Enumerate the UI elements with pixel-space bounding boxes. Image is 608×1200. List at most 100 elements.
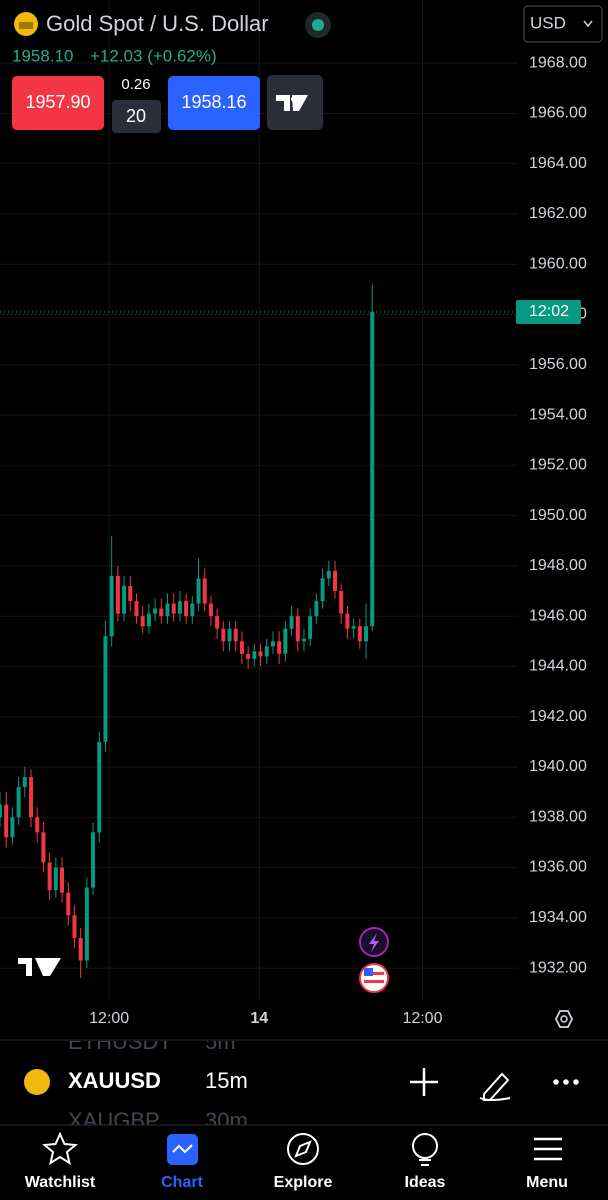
candle-body — [184, 601, 189, 617]
candle-body — [153, 608, 158, 614]
nav-label[interactable]: Ideas — [405, 1174, 446, 1191]
candle-body — [97, 741, 102, 833]
candle-body — [103, 636, 108, 742]
candle-body — [0, 804, 2, 818]
candle-body — [78, 937, 83, 961]
y-tick-label: 1934.00 — [529, 909, 587, 926]
candle-body — [171, 603, 176, 614]
candle-body — [41, 832, 46, 863]
icon-detail — [19, 22, 33, 29]
flag-canton — [364, 968, 373, 976]
sell-button[interactable] — [12, 76, 104, 130]
price-label-box — [516, 299, 581, 324]
candle-body — [196, 578, 201, 604]
candle-body — [277, 641, 282, 654]
nav-bar: Watchlist Chart Explore Ideas Menu — [25, 1174, 568, 1191]
candle-body — [22, 777, 27, 788]
y-tick-label: 1932.00 — [529, 959, 587, 976]
candle-body — [221, 628, 226, 642]
candle-body — [177, 601, 182, 614]
chart-icon-line — [172, 1144, 193, 1154]
nav-label[interactable]: Menu — [526, 1174, 568, 1191]
x-tick-label: 14 — [250, 1010, 268, 1027]
symbol-icon — [14, 12, 38, 36]
y-tick-label: 1944.00 — [529, 658, 587, 675]
explore-icon — [287, 1133, 319, 1165]
menu-icon — [534, 1137, 562, 1161]
candle-body — [128, 585, 133, 602]
candle-body — [326, 570, 331, 579]
candle-body — [208, 603, 213, 617]
candle-body — [190, 603, 195, 617]
candle-body — [35, 817, 40, 833]
more-button[interactable] — [553, 1079, 579, 1085]
logo — [276, 95, 308, 111]
interval[interactable]: 15m — [205, 1068, 248, 1093]
candle-body — [72, 915, 77, 938]
buy-price: 1958.16 — [181, 92, 246, 112]
symbol-icon — [24, 1069, 50, 1095]
explore-needle — [294, 1140, 312, 1158]
title: Gold Spot / U.S. Dollar — [46, 11, 269, 36]
candle-body — [289, 616, 294, 629]
y-tick-label: 1966.00 — [529, 105, 587, 122]
y-tick-label: 1968.00 — [529, 54, 587, 71]
ideas-icon — [412, 1133, 438, 1159]
quantity-box[interactable] — [112, 100, 161, 133]
candle-body — [258, 651, 263, 657]
candle-body — [270, 641, 275, 647]
watchlist-icon — [41, 1131, 79, 1166]
y-tick-label: 1950.00 — [529, 507, 587, 524]
y-tick-label: 1946.00 — [529, 607, 587, 624]
candle-body — [16, 787, 21, 818]
candle-body — [233, 628, 238, 642]
countdown: 12:02 — [529, 303, 569, 320]
last-price: 1958.10 — [12, 46, 73, 65]
candle-body — [159, 608, 164, 617]
candle-body — [60, 867, 65, 893]
next-symbol: XAUGBP — [68, 1108, 160, 1133]
candle-body — [66, 892, 71, 916]
add-button[interactable] — [410, 1068, 438, 1096]
y-tick-label: 1952.00 — [529, 457, 587, 474]
y-tick-label: 1942.00 — [529, 708, 587, 725]
candle-body — [215, 616, 220, 629]
quantity: 20 — [126, 106, 146, 126]
candle-body — [84, 887, 89, 961]
buy-button[interactable] — [168, 76, 260, 130]
candle-body — [332, 570, 337, 592]
chevron — [583, 20, 593, 28]
prev-interval: 5m — [205, 1029, 236, 1054]
settings-icon[interactable] — [554, 1010, 574, 1028]
candle-body — [115, 575, 120, 614]
candle-body — [246, 653, 251, 659]
candle-body — [345, 613, 350, 629]
prev-symbol: ETHUSDT — [68, 1029, 172, 1054]
candle-body — [53, 867, 58, 891]
next-interval: 30m — [205, 1108, 248, 1133]
candle-body — [351, 626, 356, 629]
candle-body — [29, 777, 34, 818]
symbol[interactable]: XAUUSD — [68, 1068, 161, 1093]
currency-select[interactable] — [523, 5, 603, 43]
nav-label[interactable]: Chart — [161, 1174, 203, 1191]
nav-label[interactable]: Explore — [274, 1174, 333, 1191]
y-tick-label: 1964.00 — [529, 155, 587, 172]
y-tick-label: 1960.00 — [529, 255, 587, 272]
draw-button[interactable] — [479, 1072, 511, 1101]
candle-body — [308, 616, 313, 639]
time-axis: 12:00 14 12:00 — [89, 1010, 442, 1027]
y-tick-label: 1938.00 — [529, 808, 587, 825]
candle-body — [202, 578, 207, 604]
nav-label[interactable]: Watchlist — [25, 1174, 96, 1191]
grid — [0, 0, 518, 1000]
sell-price: 1957.90 — [25, 92, 90, 112]
logo-dot — [291, 96, 297, 102]
candles — [0, 284, 518, 979]
y-tick-label: 1954.00 — [529, 406, 587, 423]
price-axis: 1932.00 1934.00 1936.00 1938.00 1940.00 1942.… — [529, 54, 587, 976]
candle-body — [109, 575, 114, 637]
